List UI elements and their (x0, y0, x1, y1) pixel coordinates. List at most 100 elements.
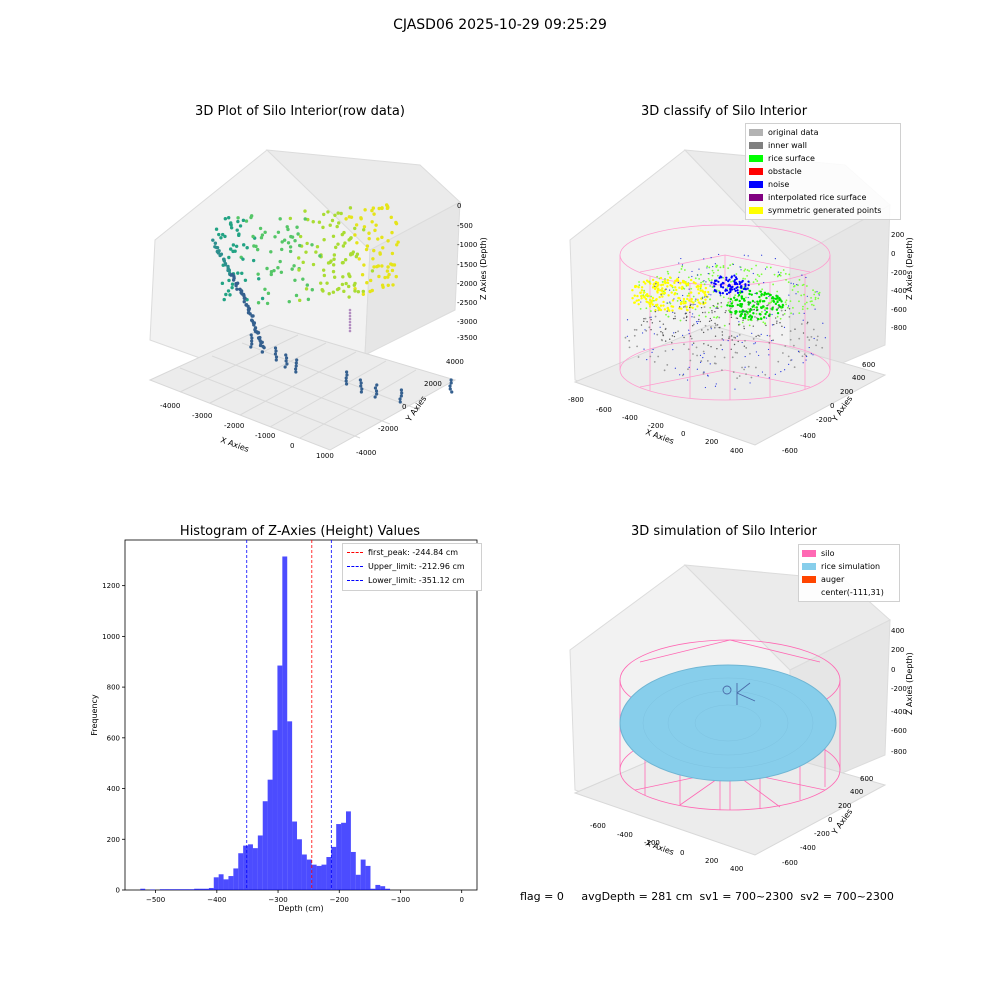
histogram-bar (316, 865, 322, 890)
data-point (756, 300, 759, 303)
data-point (648, 282, 652, 285)
data-point (747, 296, 749, 299)
data-point (310, 288, 314, 292)
legend-entry: symmetric generated points (749, 204, 897, 217)
data-point (783, 312, 786, 315)
data-point (721, 369, 723, 372)
data-point (732, 371, 735, 373)
data-point (676, 293, 679, 295)
data-point (734, 294, 737, 297)
x-tick-label: -200 (644, 839, 660, 847)
data-point (371, 206, 376, 210)
data-point (721, 338, 723, 340)
x-tick-label: 400 (730, 447, 743, 455)
data-point (718, 291, 721, 294)
data-point (278, 217, 282, 221)
data-point (764, 312, 767, 316)
data-point (644, 329, 646, 331)
data-point (722, 266, 725, 269)
data-point (241, 218, 246, 223)
data-point (802, 305, 804, 308)
data-point (784, 309, 787, 312)
data-point (761, 254, 763, 256)
data-point (682, 294, 684, 297)
x-tick-label: -4000 (160, 402, 180, 410)
data-point (360, 273, 365, 277)
data-point (683, 317, 685, 320)
data-point (286, 227, 290, 232)
data-point (378, 251, 382, 255)
data-point (242, 243, 246, 247)
data-point (398, 397, 402, 401)
data-point (700, 360, 703, 362)
legend-entry: original data (749, 126, 897, 139)
data-point (743, 345, 746, 347)
data-point (694, 282, 697, 285)
data-point (736, 352, 739, 354)
data-point (691, 275, 693, 278)
x-tick-label: -200 (648, 422, 664, 430)
data-point (265, 301, 270, 306)
data-point (319, 281, 323, 285)
data-point (659, 320, 661, 323)
data-point (690, 337, 693, 340)
data-point (783, 326, 786, 329)
data-point (794, 328, 796, 330)
data-point (652, 348, 654, 351)
data-point (322, 212, 326, 217)
data-point (790, 282, 792, 284)
data-point (763, 293, 766, 297)
data-point (349, 236, 353, 240)
data-point (226, 289, 231, 293)
data-point (276, 266, 280, 270)
data-point (730, 335, 733, 337)
data-point (718, 326, 720, 329)
data-point (734, 351, 737, 354)
data-point (681, 374, 684, 377)
data-point (716, 348, 718, 350)
data-point (228, 293, 232, 297)
data-point (286, 241, 291, 245)
data-point (755, 292, 758, 295)
data-point (673, 298, 675, 300)
data-point (342, 289, 346, 294)
data-point (449, 381, 453, 385)
data-point (721, 349, 723, 351)
data-point (703, 283, 706, 286)
legend-entry: interpolated rice surface (749, 191, 897, 204)
data-point (649, 355, 652, 358)
data-point (332, 275, 337, 279)
data-point (802, 332, 805, 334)
data-point (661, 295, 664, 298)
x-tick-label: -800 (568, 396, 584, 404)
data-point (383, 275, 387, 280)
data-point (754, 292, 756, 295)
data-point (730, 302, 733, 305)
data-point (730, 276, 733, 279)
histogram-bar (345, 811, 351, 890)
data-point (628, 339, 631, 342)
data-point (280, 240, 284, 244)
data-point (377, 206, 381, 211)
data-point (760, 333, 762, 335)
data-point (701, 290, 705, 293)
data-point (654, 304, 658, 307)
data-point (659, 326, 661, 328)
data-point (240, 271, 244, 275)
x-tick-label: 200 (705, 857, 718, 865)
data-point (449, 378, 453, 382)
data-point (758, 335, 761, 338)
data-point (222, 297, 226, 302)
data-point (692, 303, 695, 306)
histogram-bar (203, 888, 209, 890)
data-point (761, 300, 765, 303)
data-point (664, 340, 667, 342)
data-point (752, 272, 754, 275)
data-point (706, 328, 709, 331)
x-tick-label: −500 (146, 896, 165, 904)
data-point (716, 305, 719, 308)
data-point (696, 305, 699, 308)
data-point (810, 300, 813, 303)
data-point (737, 293, 741, 297)
data-point (707, 375, 709, 377)
